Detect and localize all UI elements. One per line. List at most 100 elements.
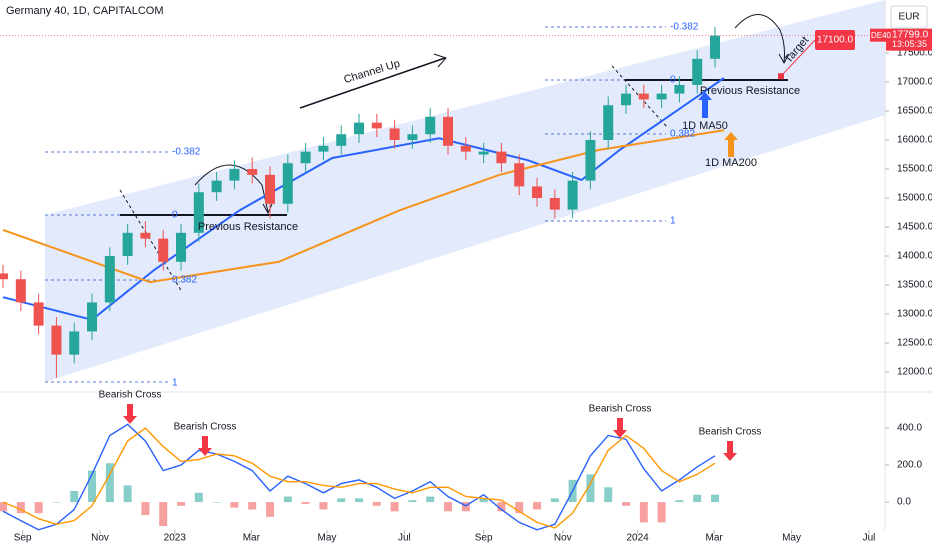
ma-arrow (698, 92, 712, 118)
curve-arrow (734, 14, 785, 63)
annotation: Bearish Cross (589, 404, 652, 415)
histogram-bar (622, 502, 631, 506)
y-tick-label: 15000.0 (897, 193, 932, 204)
annotation: Previous Resistance (198, 221, 298, 233)
x-tick-label: 2024 (626, 533, 649, 544)
currency-box[interactable] (890, 5, 928, 29)
target-box (815, 30, 855, 50)
histogram-bar (639, 502, 648, 523)
candle-body (710, 35, 721, 59)
histogram-bar (88, 470, 97, 503)
candle-body (496, 151, 507, 164)
dotted-diagonal (611, 65, 669, 129)
candle-body (15, 279, 26, 303)
candle-body (176, 232, 187, 262)
histogram-bar (533, 502, 542, 510)
candle-body (621, 93, 632, 106)
histogram-bar (461, 502, 470, 512)
histogram-bar (319, 502, 328, 510)
candle-body (69, 331, 80, 355)
x-tick-label: May (318, 533, 337, 544)
cross-arrow (723, 441, 737, 461)
candle-body (51, 325, 62, 355)
x-tick-label: Nov (554, 533, 572, 544)
candle-body (656, 93, 667, 100)
fib-label: 0 (172, 210, 178, 221)
macd-line (2, 423, 716, 531)
histogram-bar (604, 487, 613, 503)
candle-body (389, 128, 400, 141)
x-tick-label: Sep (14, 533, 32, 544)
histogram-bar (372, 502, 381, 506)
histogram-bar (70, 490, 79, 503)
fib-label: 1 (172, 378, 178, 389)
cross-arrow (198, 436, 212, 456)
histogram-bar (283, 496, 292, 503)
x-tick-label: Mar (706, 533, 724, 544)
candle-body (603, 105, 614, 141)
histogram-bar (105, 463, 114, 503)
candle-body (371, 122, 382, 129)
histogram-bar (16, 502, 25, 514)
target-line (780, 39, 816, 77)
last-price-box (886, 28, 932, 51)
candle-body (33, 302, 44, 326)
moving-average (2, 129, 725, 284)
histogram-bar (515, 502, 524, 514)
y-tick-label: 13000.0 (897, 309, 932, 320)
candle-body (478, 151, 489, 155)
x-tick-label: Jul (398, 533, 411, 544)
channel (45, 0, 885, 382)
y-tick-label: 14500.0 (897, 222, 932, 233)
histogram-bar (141, 502, 150, 516)
target-label: 17100.0 (817, 35, 854, 46)
candle-body (87, 302, 98, 332)
candle-body (265, 174, 276, 204)
histogram-bar (34, 502, 43, 514)
cross-arrow (123, 404, 137, 424)
x-tick-label: Jul (863, 533, 876, 544)
candle-body (407, 134, 418, 141)
candle-body (336, 134, 347, 146)
last-price-label: 17799.0 (892, 29, 929, 40)
candle-body (425, 116, 436, 135)
arrow-head (778, 53, 790, 65)
symbol-label: DE40 (871, 31, 892, 40)
candle-body (318, 145, 329, 152)
candle-body (229, 169, 240, 181)
x-tick-label: Nov (91, 533, 109, 544)
histogram-bar (675, 500, 684, 503)
histogram-bar (497, 502, 506, 512)
fib-label: 0 (670, 75, 676, 86)
candle-body (247, 169, 258, 175)
candle-body (158, 238, 169, 262)
x-tick-label: Mar (243, 533, 261, 544)
countdown: 13:05:35 (892, 39, 927, 49)
candle-body (585, 140, 596, 181)
candle-body (354, 122, 365, 135)
curve-arrow (194, 164, 269, 213)
trend-arrow (299, 57, 446, 109)
fib-label: -0.382 (172, 147, 201, 158)
candle-body (674, 84, 685, 94)
candle-body (282, 163, 293, 204)
candle-body (0, 273, 9, 280)
candle-body (300, 151, 311, 164)
candle-body (567, 180, 578, 210)
histogram-bar (586, 474, 595, 503)
y-tick-label: 14000.0 (897, 251, 932, 262)
y-tick-label: 12000.0 (897, 367, 932, 378)
histogram-bar (693, 494, 702, 503)
cross-arrow (613, 418, 627, 438)
currency[interactable]: EUR (898, 12, 919, 23)
y-tick-label: 0.0 (897, 497, 911, 508)
candle-body (692, 58, 703, 85)
y-tick-label: 17000.0 (897, 77, 932, 88)
dotted-diagonal (119, 189, 183, 293)
arrow-head (262, 203, 273, 215)
target-dot (778, 73, 784, 80)
histogram-bar (230, 502, 239, 508)
x-tick-label: Sep (475, 533, 493, 544)
histogram-bar (212, 502, 221, 503)
